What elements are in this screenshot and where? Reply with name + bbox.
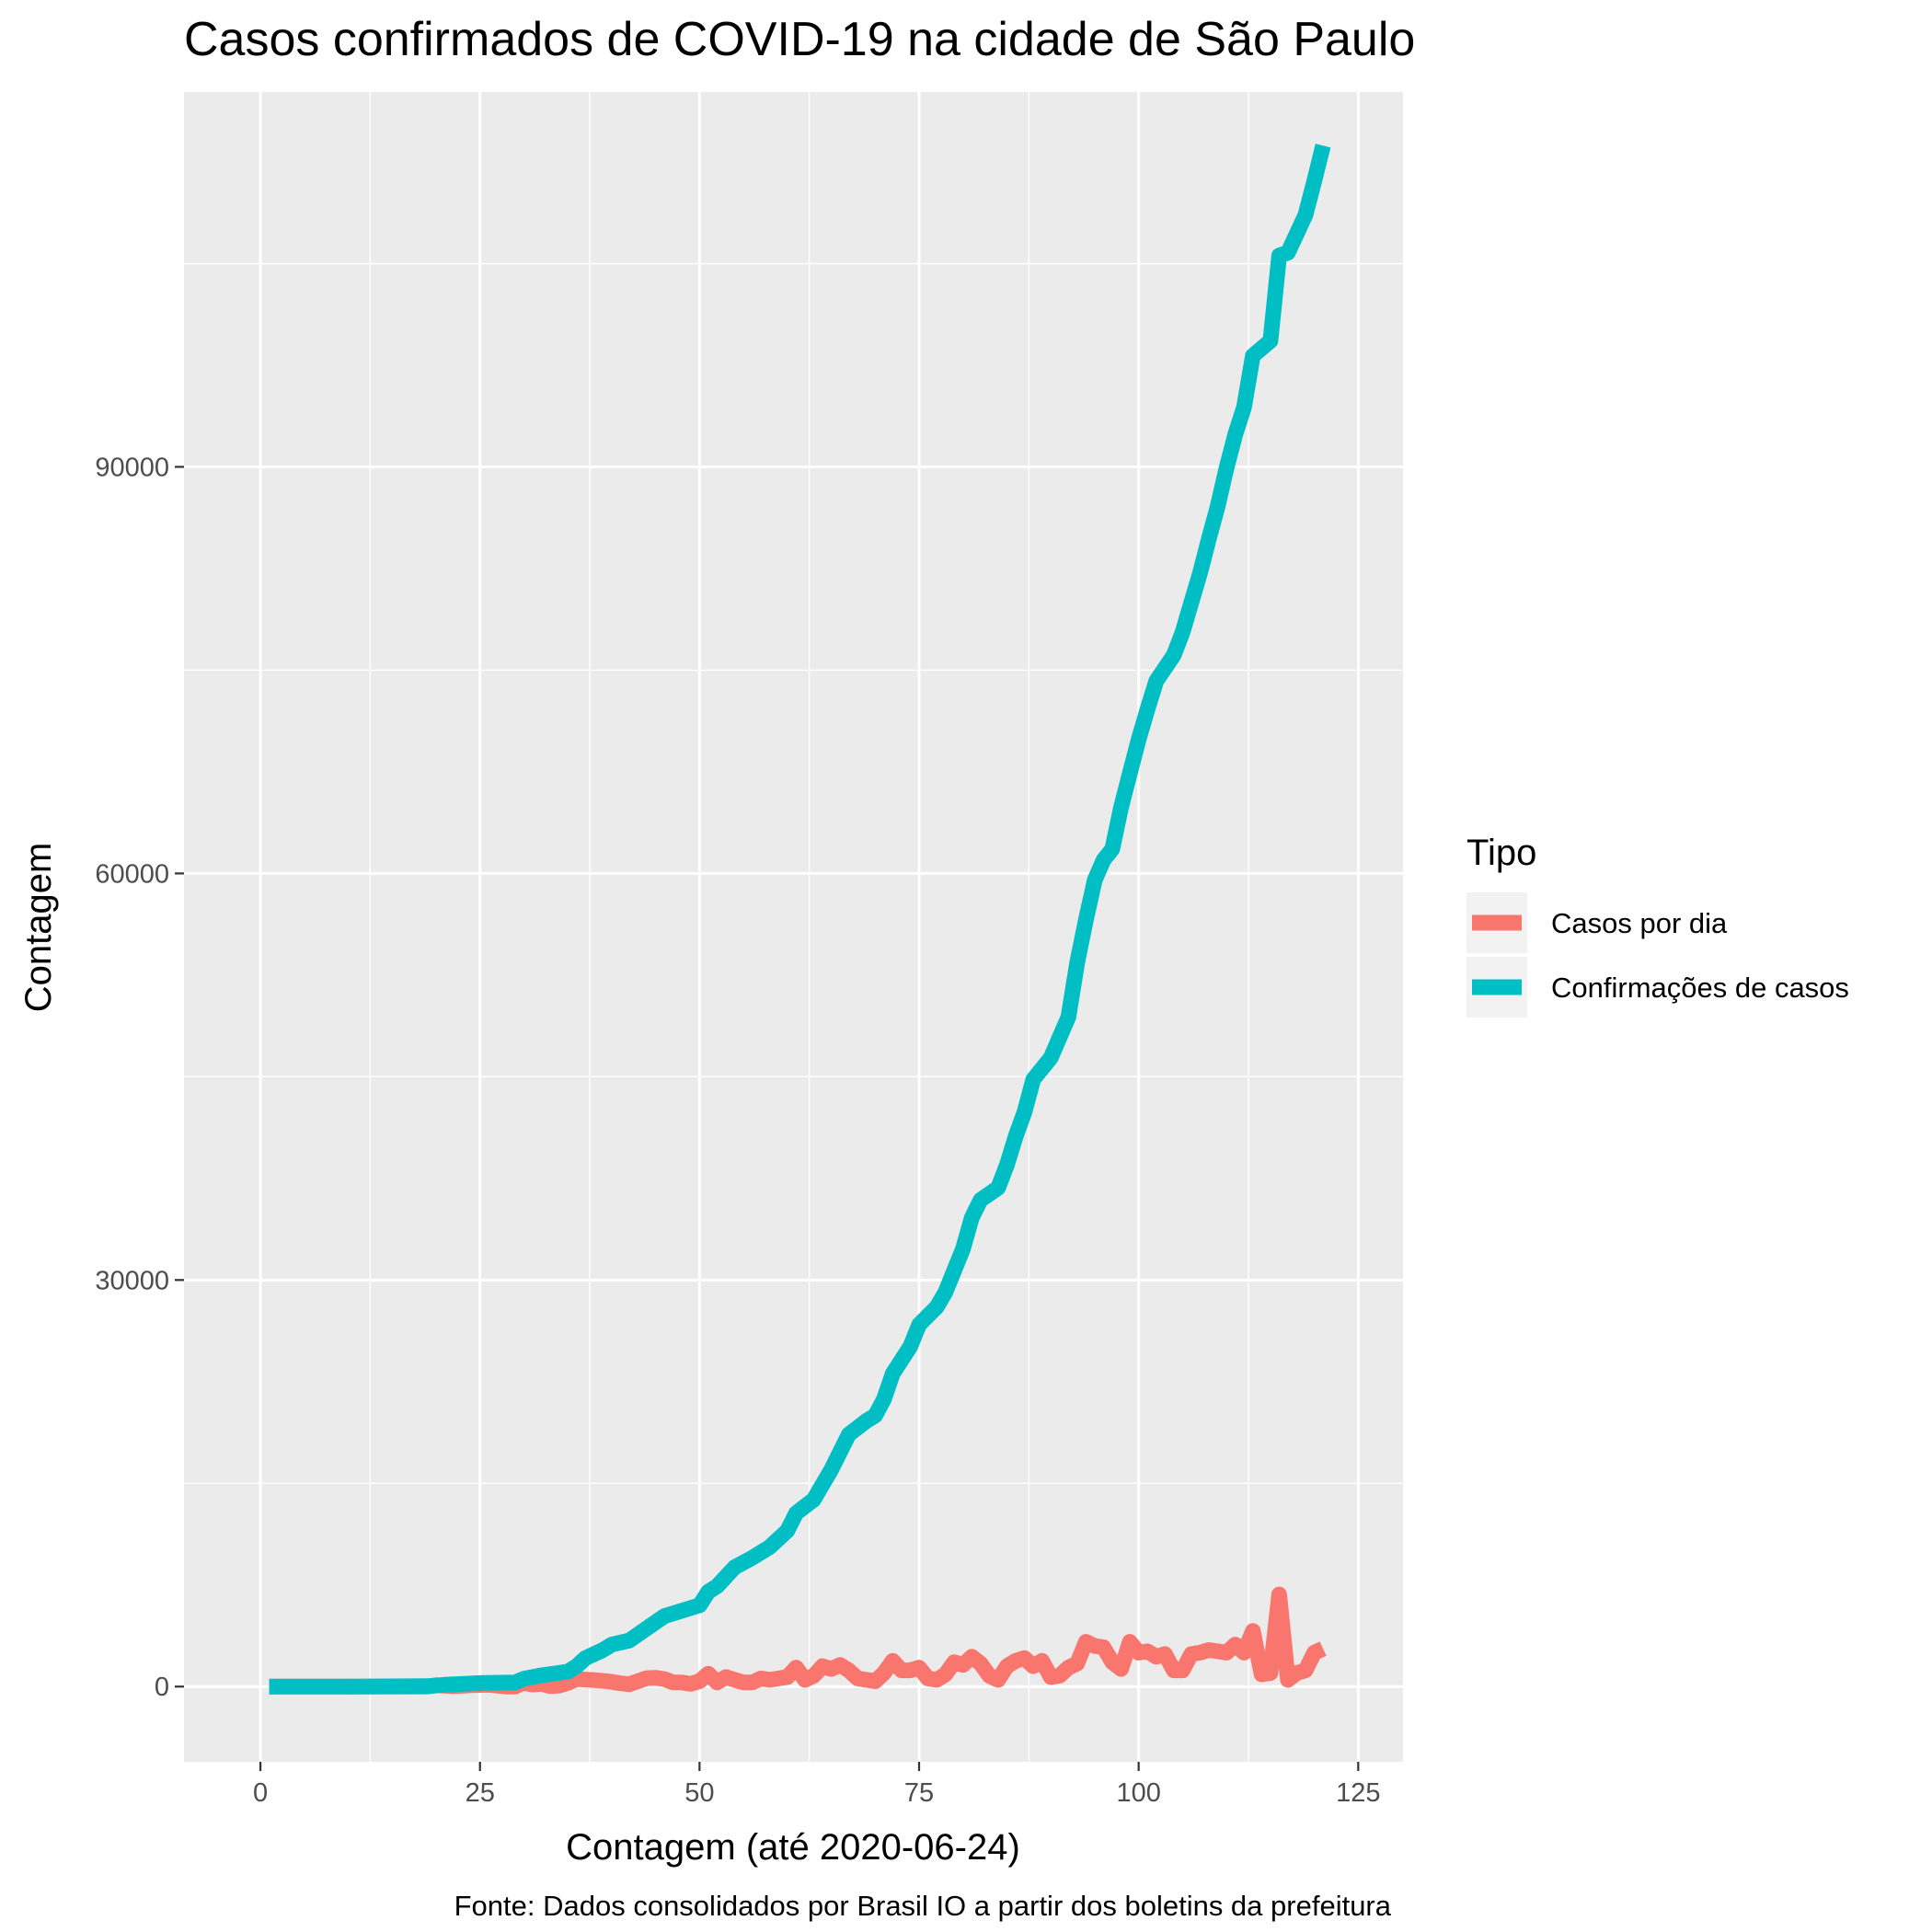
x-tick-label: 25 <box>466 1778 495 1808</box>
x-tick-label: 125 <box>1336 1778 1380 1808</box>
legend-label: Confirmações de casos <box>1551 972 1849 1004</box>
y-tick-labels: 0 30000 60000 90000 <box>95 453 169 1702</box>
legend-label: Casos por dia <box>1551 907 1728 939</box>
legend-title: Tipo <box>1466 833 1536 873</box>
axis-ticks <box>175 466 1360 1771</box>
legend: Tipo Casos por dia Confirmações de casos <box>1466 833 1849 1018</box>
x-tick-label: 0 <box>253 1778 268 1808</box>
y-axis-title: Contagem <box>18 843 59 1013</box>
x-tick-label: 50 <box>684 1778 714 1808</box>
x-tick-label: 100 <box>1116 1778 1160 1808</box>
x-tick-label: 75 <box>904 1778 934 1808</box>
x-tick-labels: 0 25 50 75 100 125 <box>253 1778 1381 1808</box>
chart-caption: Fonte: Dados consolidados por Brasil IO … <box>454 1890 1392 1922</box>
series-line-casos-por-dia <box>269 1586 1327 1695</box>
y-tick-label: 90000 <box>95 453 169 482</box>
series-layer <box>269 144 1331 1695</box>
y-tick-label: 60000 <box>95 859 169 889</box>
chart-title: Casos confirmados de COVID-19 na cidade … <box>184 13 1415 66</box>
y-tick-label: 0 <box>155 1673 169 1702</box>
x-axis-title: Contagem (até 2020-06-24) <box>566 1827 1020 1868</box>
grid-major <box>184 92 1403 1762</box>
series-line-confirmacoes-de-casos <box>269 144 1331 1695</box>
y-tick-label: 30000 <box>95 1266 169 1295</box>
